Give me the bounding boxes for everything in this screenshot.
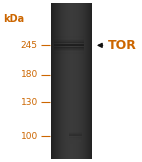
Bar xyxy=(54,45,84,46)
Bar xyxy=(65,139,81,140)
Bar xyxy=(54,53,84,54)
Bar xyxy=(54,39,84,40)
Bar xyxy=(69,134,83,135)
Bar xyxy=(54,49,84,50)
Bar xyxy=(69,139,83,140)
Text: 130: 130 xyxy=(21,98,38,107)
Bar xyxy=(54,52,84,53)
Bar xyxy=(69,133,83,134)
Text: 180: 180 xyxy=(21,70,38,79)
Text: 245: 245 xyxy=(21,41,38,50)
Bar xyxy=(54,40,84,41)
Bar xyxy=(65,141,81,142)
Bar xyxy=(54,37,84,38)
Bar xyxy=(54,42,84,43)
Text: kDa: kDa xyxy=(3,14,24,24)
Bar xyxy=(54,48,84,49)
Bar xyxy=(65,143,81,144)
Bar xyxy=(54,47,84,48)
Bar xyxy=(54,44,84,45)
Bar xyxy=(65,140,81,141)
Bar xyxy=(54,50,84,51)
Bar xyxy=(69,138,83,139)
Text: TOR: TOR xyxy=(108,39,137,52)
Bar xyxy=(65,144,81,145)
Bar xyxy=(65,142,81,143)
Text: 100: 100 xyxy=(21,132,38,141)
Bar xyxy=(54,36,84,37)
